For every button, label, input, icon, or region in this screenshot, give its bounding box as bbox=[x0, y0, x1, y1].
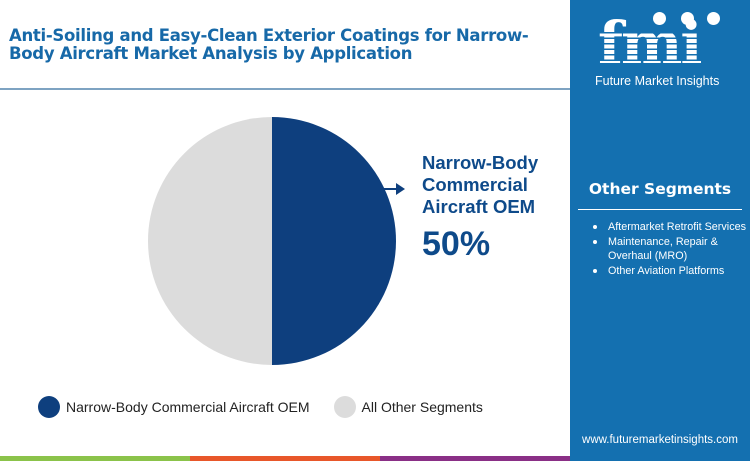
website-url: www.futuremarketinsights.com bbox=[582, 434, 738, 446]
callout-label: Narrow-Body Commercial Aircraft OEM bbox=[422, 152, 539, 217]
logo-text: Future Market Insights bbox=[595, 74, 720, 88]
bottom-color-bar bbox=[0, 456, 570, 461]
callout: Narrow-Body Commercial Aircraft OEM 50% bbox=[422, 152, 562, 264]
list-item: Aftermarket Retrofit Services bbox=[592, 220, 750, 235]
globe-asia-icon bbox=[707, 12, 720, 25]
legend-label: Narrow-Body Commercial Aircraft OEM bbox=[66, 399, 310, 415]
bar-segment-green bbox=[0, 456, 190, 461]
sidebar: fmi Future Market Insights Other Segment… bbox=[570, 0, 750, 461]
bar-segment-purple bbox=[380, 456, 570, 461]
legend-item-all-other-segments: All Other Segments bbox=[333, 396, 483, 418]
bar-segment-orange bbox=[190, 456, 380, 461]
chart-legend: Narrow-Body Commercial Aircraft OEM All … bbox=[38, 396, 507, 418]
page-title: Anti-Soiling and Easy-Clean Exterior Coa… bbox=[9, 26, 529, 63]
other-segments-list: Aftermarket Retrofit Services Maintenanc… bbox=[592, 220, 750, 278]
pie-slice-all-other-segments bbox=[148, 117, 272, 365]
other-segments-heading: Other Segments bbox=[588, 180, 732, 198]
callout-arrow-icon bbox=[382, 183, 405, 195]
globe-americas-icon bbox=[653, 12, 666, 25]
list-item: Other Aviation Platforms bbox=[592, 264, 750, 279]
pie-slice-narrow-body-oem bbox=[272, 117, 396, 365]
legend-swatch-icon bbox=[333, 396, 356, 418]
globe-europe-icon bbox=[681, 12, 694, 25]
list-item: Maintenance, Repair & Overhaul (MRO) bbox=[592, 235, 750, 264]
logo-stripes bbox=[595, 28, 730, 70]
fmi-logo: fmi Future Market Insights bbox=[595, 8, 730, 88]
title-divider bbox=[0, 88, 570, 90]
legend-item-narrow-body-oem: Narrow-Body Commercial Aircraft OEM bbox=[38, 396, 310, 418]
legend-label: All Other Segments bbox=[361, 399, 483, 415]
callout-value: 50% bbox=[422, 225, 491, 263]
other-segments-divider bbox=[578, 209, 742, 210]
pie-chart bbox=[148, 117, 396, 365]
legend-swatch-icon bbox=[38, 396, 60, 418]
